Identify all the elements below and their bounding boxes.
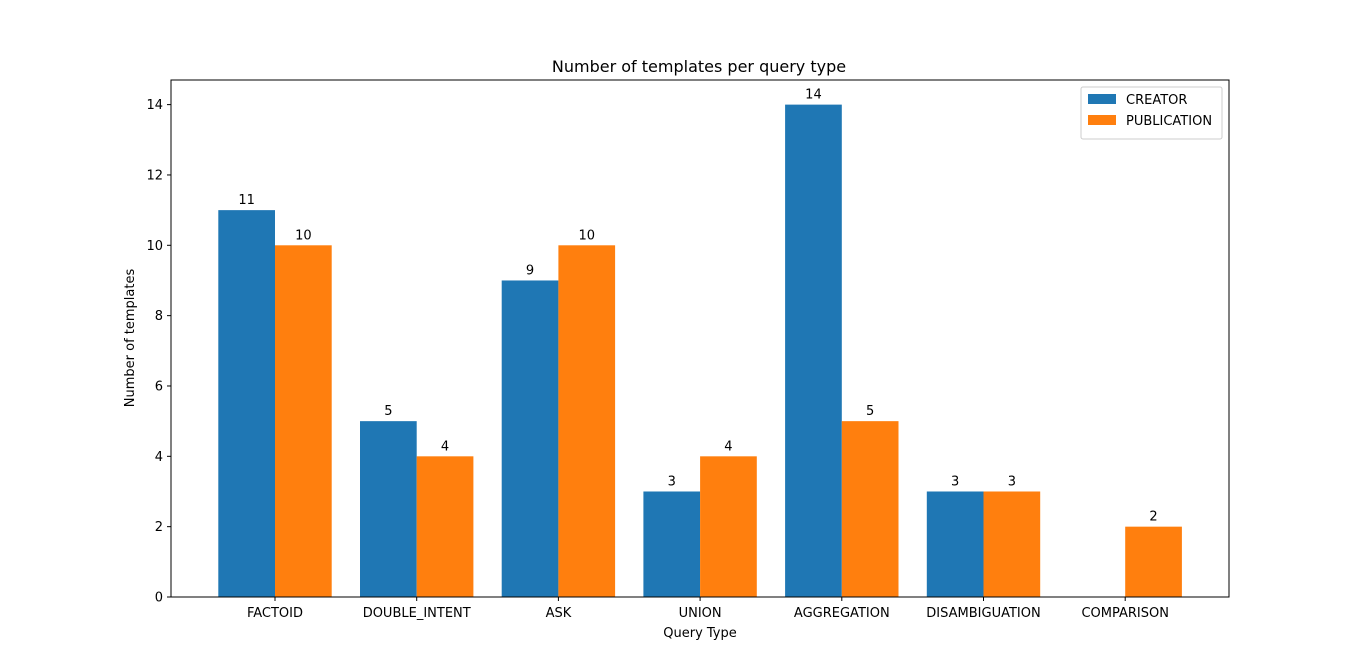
bar-creator-aggregation	[785, 104, 842, 597]
axes-layer: 0 2 4 6 8 10 12 14 FACTOID DOUBLE_INTENT ASK UNION A…	[146, 79, 1230, 621]
data-label: 4	[441, 439, 449, 454]
data-label: 9	[526, 263, 534, 278]
data-label: 2	[1149, 510, 1157, 525]
bar-publication-aggregation	[841, 421, 899, 597]
x-tick-label: AGGREGATION	[794, 606, 890, 621]
bar-publication-factoid	[275, 245, 332, 597]
y-axis-label: Number of templates	[123, 269, 138, 408]
bar-creator-union	[643, 491, 701, 597]
bar-creator-double_intent	[360, 421, 417, 597]
data-label: 5	[866, 404, 874, 419]
data-label: 5	[384, 404, 392, 419]
x-tick-label: DOUBLE_INTENT	[363, 606, 471, 621]
x-tick-label: UNION	[679, 606, 722, 621]
y-tick-label: 14	[146, 98, 163, 113]
data-label: 14	[805, 88, 822, 103]
bar-creator-disambiguation	[926, 491, 984, 597]
bar-publication-comparison	[1125, 526, 1182, 597]
x-tick-label: DISAMBIGUATION	[926, 606, 1040, 621]
y-tick-label: 0	[155, 591, 163, 606]
data-label: 10	[295, 228, 312, 243]
y-tick-label: 6	[155, 379, 163, 394]
bar-creator-ask	[501, 280, 559, 597]
bars-layer	[218, 104, 1182, 597]
data-label: 3	[951, 474, 959, 489]
data-label: 3	[1008, 474, 1016, 489]
x-tick-label: COMPARISON	[1081, 606, 1169, 621]
legend-swatch	[1088, 94, 1116, 104]
legend-label: CREATOR	[1126, 93, 1187, 108]
data-label: 4	[724, 439, 732, 454]
x-tick-label: ASK	[546, 606, 572, 621]
bar-publication-double_intent	[416, 456, 474, 597]
y-tick-label: 10	[146, 239, 163, 254]
data-label: 3	[668, 474, 676, 489]
bar-publication-ask	[558, 245, 616, 597]
legend: CREATOR PUBLICATION	[1080, 86, 1223, 140]
bar-creator-factoid	[218, 210, 275, 597]
y-tick-label: 2	[155, 520, 163, 535]
y-tick-label: 12	[146, 168, 163, 183]
bar-publication-disambiguation	[983, 491, 1041, 597]
y-tick-label: 8	[155, 309, 163, 324]
legend-label: PUBLICATION	[1126, 114, 1212, 129]
x-tick-label: FACTOID	[247, 606, 303, 621]
y-tick-label: 4	[155, 450, 163, 465]
chart-title: Number of templates per query type	[552, 57, 846, 76]
legend-swatch	[1088, 115, 1116, 125]
data-labels-layer: 11 5 9 3 14 3 10 4 10 4 5 3 2	[238, 88, 1157, 525]
bar-publication-union	[700, 456, 757, 597]
data-label: 11	[238, 193, 255, 208]
data-label: 10	[578, 228, 595, 243]
legend-box	[1080, 86, 1223, 140]
x-axis-label: Query Type	[663, 626, 737, 641]
